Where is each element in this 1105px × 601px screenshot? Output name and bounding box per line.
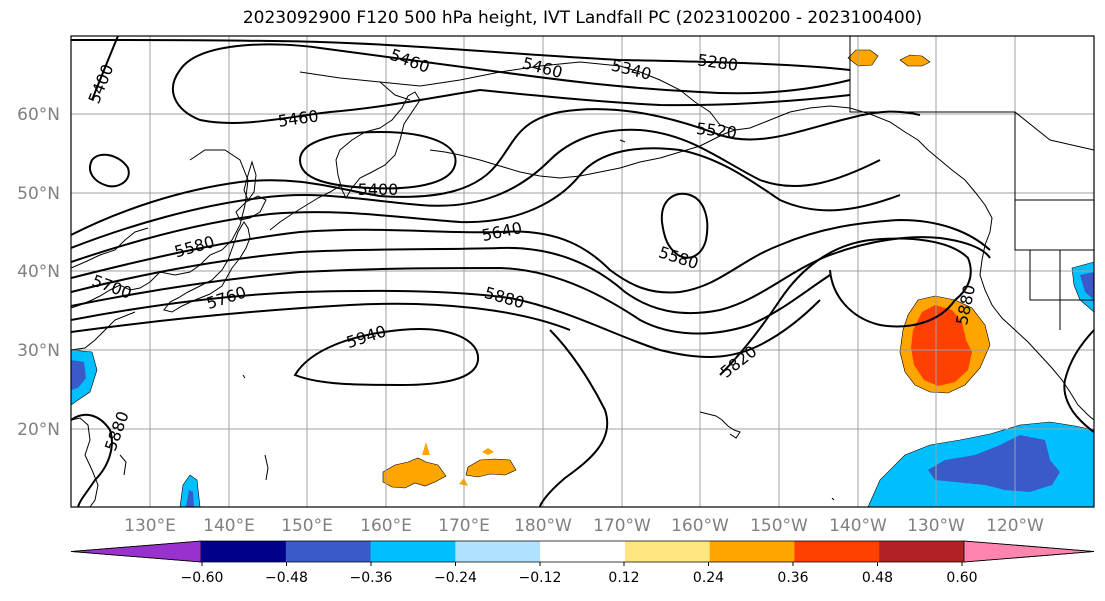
- lon-label: 130°E: [124, 516, 176, 536]
- lat-label: 60°N: [17, 105, 60, 125]
- lon-label: 130°W: [907, 516, 965, 536]
- lon-label: 150°E: [281, 516, 333, 536]
- colorbar-tick-label: −0.36: [350, 570, 393, 586]
- colorbar-segment: [201, 541, 287, 562]
- height-contours: [71, 36, 1094, 507]
- colorbar-tick-label: −0.12: [519, 570, 562, 586]
- colorbar-segment: [879, 541, 965, 562]
- lon-label: 160°E: [360, 516, 412, 536]
- lat-label: 20°N: [17, 420, 60, 440]
- colorbar-tick-label: 0.60: [946, 570, 977, 586]
- colorbar-tick-label: −0.60: [181, 570, 224, 586]
- colorbar-tick-label: 0.48: [862, 570, 893, 586]
- ivt-shading-positive: [382, 49, 991, 489]
- lon-label: 170°E: [438, 516, 490, 536]
- lon-label: 140°W: [829, 516, 887, 536]
- colorbar-tick-label: −0.48: [265, 570, 308, 586]
- colorbar-tick-label: −0.24: [434, 570, 477, 586]
- lat-label: 30°N: [17, 341, 60, 361]
- lat-label: 50°N: [17, 184, 60, 204]
- colorbar-extend-low: [70, 540, 202, 563]
- lon-label: 140°E: [203, 516, 255, 536]
- lon-label: 160°W: [671, 516, 729, 536]
- lon-label: 120°W: [986, 516, 1044, 536]
- colorbar-segment: [370, 541, 456, 562]
- contour-label: 5400: [358, 180, 399, 199]
- colorbar-segment: [794, 541, 880, 562]
- map-frame: [70, 35, 1095, 508]
- colorbar-segment: [624, 541, 711, 562]
- colorbar: −0.60 −0.48 −0.36 −0.24 −0.12 0.12 0.24 0.36 0.4…: [70, 540, 1095, 586]
- graticule: [71, 36, 1094, 507]
- colorbar-extend-high: [963, 540, 1095, 563]
- longitude-labels: 130°E 140°E 150°E 160°E 170°E 180°W 170°…: [124, 516, 1044, 536]
- latitude-labels: 60°N 50°N 40°N 30°N 20°N: [17, 105, 60, 440]
- lat-label: 40°N: [17, 262, 60, 282]
- contour-label: 5520: [695, 119, 737, 142]
- map-title: 2023092900 F120 500 hPa height, IVT Land…: [242, 8, 923, 28]
- colorbar-segment: [540, 541, 626, 562]
- colorbar-segment: [709, 541, 795, 562]
- colorbar-tick-label: 0.36: [777, 570, 808, 586]
- lon-label: 170°W: [593, 516, 651, 536]
- colorbar-segment: [285, 541, 372, 562]
- colorbar-segment: [455, 541, 541, 562]
- lon-label: 180°W: [514, 516, 572, 536]
- colorbar-tick-label: 0.12: [608, 570, 639, 586]
- lon-label: 150°W: [750, 516, 808, 536]
- colorbar-outline: [70, 540, 1095, 563]
- colorbar-tick-label: 0.24: [693, 570, 724, 586]
